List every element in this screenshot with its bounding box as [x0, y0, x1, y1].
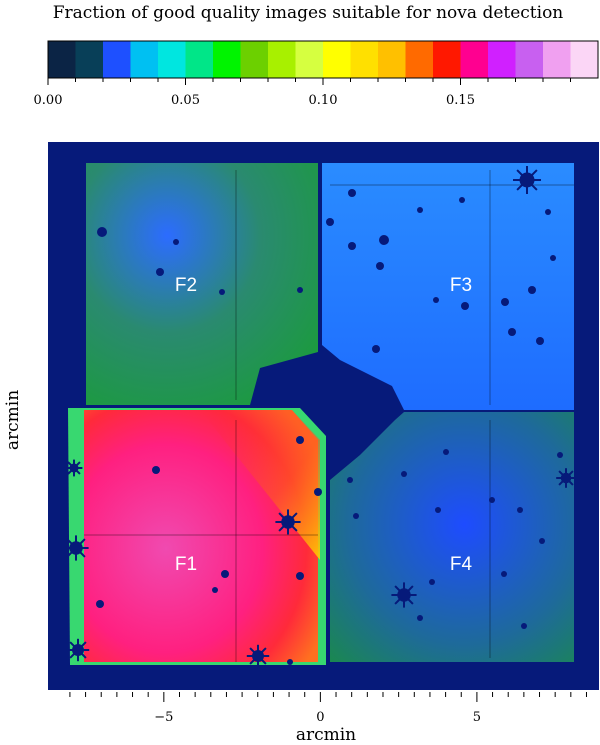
masked-star: [314, 488, 322, 496]
masked-bright-star: [66, 638, 90, 662]
colorbar-swatch: [295, 41, 324, 78]
colorbar-ticks: 0.00 0.05 0.10 0.15: [34, 78, 571, 108]
masked-star: [212, 587, 218, 593]
masked-star: [152, 466, 160, 474]
masked-star: [539, 538, 545, 544]
masked-star: [379, 235, 389, 245]
masked-star: [287, 659, 293, 665]
colorbar-swatch: [433, 41, 461, 78]
masked-star: [348, 189, 356, 197]
masked-bright-star: [275, 509, 301, 535]
masked-star: [97, 227, 107, 237]
colorbar-swatch: [103, 41, 131, 78]
masked-star: [219, 289, 225, 295]
masked-star: [508, 328, 516, 336]
colorbar-swatch: [130, 41, 159, 78]
field-label-f1: F1: [175, 554, 197, 575]
colorbar-swatch: [185, 41, 214, 78]
masked-star: [376, 262, 384, 270]
masked-star: [296, 572, 304, 580]
colorbar-swatch: [515, 41, 544, 78]
colorbar-tick-label: 0.10: [309, 93, 338, 108]
field-label-f4: F4: [450, 554, 473, 575]
field-label-f2: F2: [175, 275, 197, 296]
colorbar-swatch: [460, 41, 489, 78]
colorbar-tick-label: 0.00: [34, 93, 63, 108]
plot-area: F2 F3 F1 F4: [48, 142, 599, 690]
masked-star: [429, 579, 435, 585]
x-axis-tick-label: 5: [473, 710, 481, 725]
masked-bright-star: [391, 582, 417, 608]
masked-star: [372, 345, 380, 353]
masked-star: [96, 600, 104, 608]
masked-star: [461, 302, 469, 310]
colorbar-swatch: [543, 41, 571, 78]
x-axis-label: arcmin: [296, 725, 356, 745]
masked-star: [443, 449, 449, 455]
colorbar-swatch: [405, 41, 434, 78]
masked-star: [435, 507, 441, 513]
masked-star: [297, 287, 303, 293]
masked-stars: [63, 166, 576, 668]
field-labels: F2 F3 F1 F4: [175, 275, 473, 575]
colorbar-swatch: [488, 41, 516, 78]
masked-star: [550, 255, 556, 261]
masked-star: [433, 297, 439, 303]
field-label-f3: F3: [450, 275, 472, 296]
masked-star: [528, 286, 536, 294]
masked-bright-star: [246, 644, 270, 668]
masked-star: [545, 209, 551, 215]
masked-star: [557, 452, 563, 458]
field-f4-region: [330, 412, 574, 662]
field-f3-region: [322, 163, 574, 410]
masked-star: [353, 513, 359, 519]
colorbar-swatch: [350, 41, 379, 78]
colorbar-swatch: [378, 41, 406, 78]
masked-star: [296, 436, 304, 444]
masked-star: [417, 615, 423, 621]
colorbar-swatch: [268, 41, 296, 78]
masked-star: [347, 477, 353, 483]
y-axis-label: arcmin: [3, 390, 23, 450]
x-axis-tick-label: −5: [154, 710, 173, 725]
masked-star: [348, 242, 356, 250]
x-axis: −5 0 5: [69, 692, 587, 725]
colorbar-swatch: [48, 41, 76, 78]
detector-seams: [84, 170, 574, 662]
masked-star: [221, 570, 229, 578]
masked-star: [173, 239, 179, 245]
masked-star: [489, 497, 495, 503]
colorbar: [47, 40, 599, 79]
masked-star: [517, 507, 523, 513]
masked-bright-star: [513, 166, 541, 194]
field-f2-region: [86, 163, 318, 405]
colorbar-tick-label: 0.05: [171, 93, 200, 108]
masked-star: [401, 471, 407, 477]
masked-star: [156, 268, 164, 276]
colorbar-swatch: [323, 41, 351, 78]
chart-title: Fraction of good quality images suitable…: [53, 3, 564, 23]
masked-star: [501, 571, 507, 577]
masked-star: [459, 197, 465, 203]
masked-star: [521, 623, 527, 629]
masked-star: [417, 207, 423, 213]
colorbar-swatch: [75, 41, 104, 78]
masked-star: [501, 298, 509, 306]
colorbar-tick-label: 0.15: [446, 93, 475, 108]
colorbar-swatch: [213, 41, 241, 78]
x-axis-tick-label: 0: [316, 710, 324, 725]
colorbar-swatch: [240, 41, 269, 78]
masked-bright-star: [556, 468, 576, 488]
colorbar-swatch: [570, 41, 599, 78]
masked-star: [536, 337, 544, 345]
masked-bright-star: [65, 459, 83, 477]
masked-star: [326, 218, 334, 226]
colorbar-swatch: [158, 41, 186, 78]
masked-bright-star: [63, 535, 89, 561]
